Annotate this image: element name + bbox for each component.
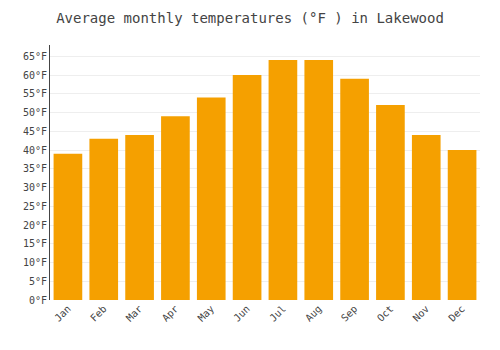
svg-text:Oct: Oct <box>375 303 396 324</box>
svg-text:Mar: Mar <box>124 303 145 324</box>
svg-text:15°F: 15°F <box>23 238 47 249</box>
svg-text:30°F: 30°F <box>23 182 47 193</box>
svg-text:May: May <box>196 303 217 324</box>
svg-text:Dec: Dec <box>446 303 467 324</box>
svg-text:0°F: 0°F <box>29 295 47 306</box>
svg-text:5°F: 5°F <box>29 276 47 287</box>
svg-text:55°F: 55°F <box>23 88 47 99</box>
svg-text:20°F: 20°F <box>23 220 47 231</box>
svg-text:Feb: Feb <box>88 303 109 324</box>
svg-text:Sep: Sep <box>339 303 360 324</box>
svg-text:45°F: 45°F <box>23 126 47 137</box>
svg-text:10°F: 10°F <box>23 257 47 268</box>
svg-text:50°F: 50°F <box>23 107 47 118</box>
svg-text:Nov: Nov <box>411 303 432 324</box>
svg-text:60°F: 60°F <box>23 70 47 81</box>
svg-text:Average monthly temperatures (: Average monthly temperatures (°F ) in La… <box>56 10 444 26</box>
svg-text:Jul: Jul <box>267 303 288 324</box>
svg-text:Jan: Jan <box>52 303 73 324</box>
svg-text:65°F: 65°F <box>23 51 47 62</box>
svg-text:Jun: Jun <box>231 303 252 324</box>
svg-text:Apr: Apr <box>160 303 181 324</box>
svg-text:40°F: 40°F <box>23 145 47 156</box>
svg-text:Aug: Aug <box>303 303 324 324</box>
svg-text:35°F: 35°F <box>23 163 47 174</box>
svg-text:25°F: 25°F <box>23 201 47 212</box>
